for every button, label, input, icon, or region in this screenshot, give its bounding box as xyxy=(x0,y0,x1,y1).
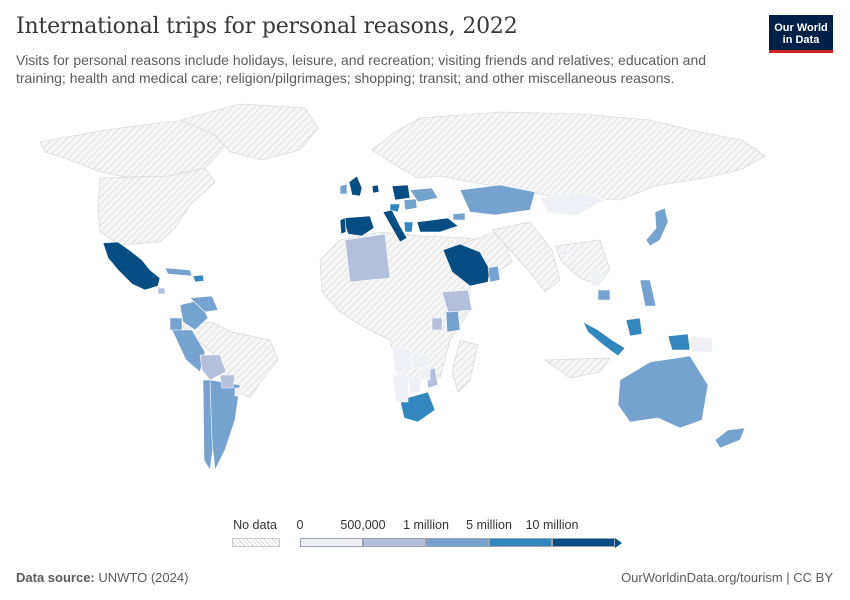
country-uganda[interactable] xyxy=(431,317,443,331)
data-source-label: Data source: xyxy=(16,570,95,585)
country-namibia[interactable] xyxy=(391,374,409,403)
country-greece[interactable] xyxy=(403,221,414,233)
legend-tick-label: 10 million xyxy=(525,518,579,532)
country-botswana[interactable] xyxy=(407,377,423,395)
country-turkey[interactable] xyxy=(416,217,459,233)
country-united-kingdom[interactable] xyxy=(348,175,363,197)
legend-nodata-swatch xyxy=(232,538,280,547)
country-venezuela[interactable] xyxy=(189,295,219,313)
country-netherlands[interactable] xyxy=(371,184,380,194)
no-data-region xyxy=(544,357,611,379)
legend-bin-swatch xyxy=(300,538,363,547)
country-ethiopia[interactable] xyxy=(441,289,473,313)
legend-bin-swatch xyxy=(489,538,552,547)
country-zambia[interactable] xyxy=(411,354,429,369)
legend-tick-label: 5 million xyxy=(466,518,512,532)
country-cambodia[interactable] xyxy=(597,289,611,301)
legend-bin-swatch xyxy=(552,538,615,547)
no-data-region xyxy=(491,221,561,293)
country-australia[interactable] xyxy=(617,355,709,429)
footer-link[interactable]: OurWorldinData.org/tourism | CC BY xyxy=(621,570,833,585)
no-data-region xyxy=(371,111,766,201)
owid-logo[interactable]: Our World in Data xyxy=(769,15,833,53)
world-map[interactable] xyxy=(0,100,850,510)
legend-arrow-icon xyxy=(615,538,622,548)
no-data-region xyxy=(179,103,319,161)
country-portugal[interactable] xyxy=(339,217,347,235)
country-costa-rica[interactable] xyxy=(157,287,166,295)
no-data-region xyxy=(451,339,479,393)
legend-tick-label: 0 xyxy=(296,518,304,532)
chart-subtitle: Visits for personal reasons include holi… xyxy=(16,52,707,86)
country-indonesia[interactable] xyxy=(582,317,691,357)
country-ukraine[interactable] xyxy=(409,187,439,203)
country-south-africa[interactable] xyxy=(399,391,436,423)
no-data-region xyxy=(97,167,216,246)
country-laos[interactable] xyxy=(589,269,601,287)
logo-line-2: in Data xyxy=(782,34,820,46)
country-algeria[interactable] xyxy=(344,233,391,283)
country-japan[interactable] xyxy=(645,207,669,247)
country-bolivia[interactable] xyxy=(199,354,227,381)
country-argentina[interactable] xyxy=(209,379,241,472)
data-source: Data source: UNWTO (2024) xyxy=(16,570,188,585)
country-new-zealand[interactable] xyxy=(714,427,746,449)
country-paraguay[interactable] xyxy=(219,374,236,389)
country-kenya[interactable] xyxy=(445,309,461,333)
data-source-value: UNWTO (2024) xyxy=(98,570,189,585)
logo-line-1: Our World xyxy=(774,22,828,34)
country-poland[interactable] xyxy=(391,184,411,201)
legend-bin-swatch xyxy=(426,538,489,547)
country-croatia[interactable] xyxy=(389,203,401,213)
country-angola[interactable] xyxy=(391,347,413,373)
legend-nodata-label: No data xyxy=(233,518,277,532)
legend-tick-label: 500,000 xyxy=(340,518,386,532)
country-georgia[interactable] xyxy=(452,212,466,221)
country-cuba[interactable] xyxy=(164,267,193,277)
country-mexico[interactable] xyxy=(102,241,161,291)
country-mongolia[interactable] xyxy=(539,191,606,217)
legend-bin-swatch xyxy=(363,538,426,547)
country-zimbabwe[interactable] xyxy=(419,367,431,381)
country-dominican-republic[interactable] xyxy=(192,274,205,283)
country-bhutan[interactable] xyxy=(561,249,571,256)
legend-tick-label: 1 million xyxy=(403,518,449,532)
no-data-region xyxy=(554,239,611,286)
country-romania[interactable] xyxy=(403,198,418,211)
country-papua-new-guinea[interactable] xyxy=(689,335,713,353)
country-spain[interactable] xyxy=(342,215,375,237)
country-uruguay[interactable] xyxy=(234,387,243,397)
country-oman[interactable] xyxy=(487,265,501,283)
country-shapes xyxy=(102,175,746,472)
map-legend: No data 0 500,000 1 million 5 million 10 mil… xyxy=(230,518,630,552)
country-kazakhstan[interactable] xyxy=(459,184,536,216)
country-philippines[interactable] xyxy=(639,279,657,307)
chart-title: International trips for personal reasons… xyxy=(16,14,518,39)
country-ireland[interactable] xyxy=(339,183,348,195)
